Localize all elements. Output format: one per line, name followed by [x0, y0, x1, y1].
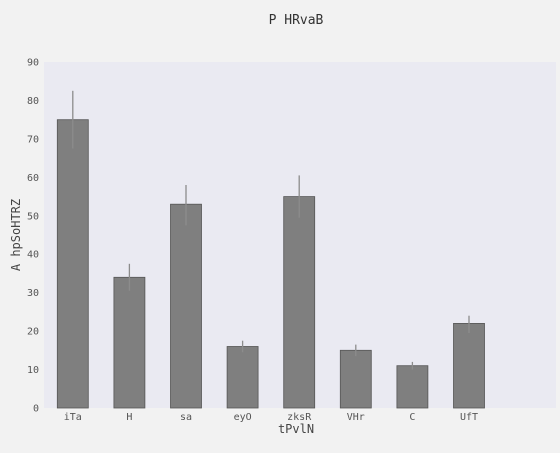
x-tick-label: iTa — [64, 412, 82, 423]
x-axis-label: tPvlN — [278, 422, 314, 436]
x-tick-label: C — [409, 412, 415, 423]
x-tick-label: eyO — [234, 412, 252, 423]
bar-zksR — [283, 196, 316, 409]
bar-C — [396, 365, 429, 409]
bar-UfT — [453, 322, 485, 409]
y-tick-label: 40 — [27, 250, 39, 261]
x-tick-label: VHr — [347, 412, 365, 423]
x-tick-label: H — [126, 412, 132, 423]
y-tick-label: 50 — [27, 211, 39, 222]
bar-iTa — [56, 119, 89, 409]
bars-group — [56, 119, 485, 409]
y-tick-label: 30 — [27, 288, 39, 299]
y-tick-label: 0 — [33, 404, 39, 415]
y-tick-label: 80 — [27, 96, 39, 107]
bar-sa — [170, 203, 202, 409]
y-tick-label: 20 — [27, 327, 39, 338]
y-tick-label: 60 — [27, 173, 39, 184]
chart-title: P HRvaB — [269, 13, 324, 28]
y-tick-label: 10 — [27, 365, 39, 376]
x-tick-label: UfT — [460, 412, 478, 423]
bar-VHr — [339, 349, 372, 409]
y-tick-label: 90 — [27, 58, 39, 69]
error-bars-group — [72, 90, 470, 370]
y-tick-label: 70 — [27, 134, 39, 145]
x-tick-label: sa — [180, 412, 192, 423]
bar-eyO — [226, 346, 259, 409]
y-axis-ticks: 0 10 20 30 40 50 60 70 80 90 — [27, 58, 39, 415]
y-axis-label: A hpSoHTRZ — [9, 199, 23, 271]
x-tick-label: zksR — [287, 412, 312, 423]
bar-H — [113, 276, 146, 409]
